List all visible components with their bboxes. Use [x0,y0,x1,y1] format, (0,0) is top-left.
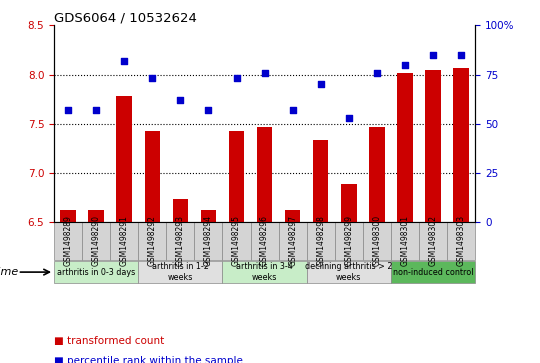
Text: GSM1498295: GSM1498295 [232,215,241,266]
Bar [82,222,110,260]
Bar [145,131,160,222]
Point [120,58,129,64]
Bar [257,127,272,222]
Bar [369,127,384,222]
Text: GSM1498299: GSM1498299 [345,215,353,266]
Point [260,70,269,76]
Text: GSM1498300: GSM1498300 [373,215,381,266]
Point [316,81,325,87]
Point [92,107,100,113]
Bar [166,222,194,260]
Bar [307,222,335,260]
Bar [447,222,475,260]
Point [204,107,213,113]
Bar [279,222,307,260]
Bar [173,199,188,222]
Bar [222,261,307,283]
Bar [54,222,82,260]
Bar [138,222,166,260]
Bar [89,210,104,222]
Bar [419,222,447,260]
Bar [194,222,222,260]
Text: ■ percentile rank within the sample: ■ percentile rank within the sample [54,356,243,363]
Text: arthritis in 3-4
weeks: arthritis in 3-4 weeks [236,262,293,282]
Point [401,62,409,68]
Bar [397,73,413,222]
Text: GSM1498294: GSM1498294 [204,215,213,266]
Bar [222,222,251,260]
Bar [341,184,356,222]
Text: GSM1498298: GSM1498298 [316,215,325,266]
Point [345,115,353,121]
Point [429,52,437,58]
Bar [454,68,469,222]
Point [457,52,465,58]
Bar [313,140,328,222]
Bar [54,261,138,283]
Bar [426,70,441,222]
Bar [201,210,216,222]
Bar [251,222,279,260]
Point [288,107,297,113]
Bar [138,261,222,283]
Text: GSM1498292: GSM1498292 [148,215,157,266]
Text: arthritis in 1-2
weeks: arthritis in 1-2 weeks [152,262,209,282]
Bar [391,222,419,260]
Bar [391,261,475,283]
Point [373,70,381,76]
Point [176,97,185,103]
Text: GDS6064 / 10532624: GDS6064 / 10532624 [54,11,197,24]
Text: GSM1498293: GSM1498293 [176,215,185,266]
Bar [60,210,76,222]
Text: non-induced control: non-induced control [393,268,474,277]
Text: arthritis in 0-3 days: arthritis in 0-3 days [57,268,135,277]
Bar [335,222,363,260]
Text: time: time [0,267,19,277]
Text: GSM1498291: GSM1498291 [120,215,129,266]
Text: GSM1498296: GSM1498296 [260,215,269,266]
Text: ■ transformed count: ■ transformed count [54,336,164,346]
Text: GSM1498297: GSM1498297 [288,215,297,266]
Text: GSM1498301: GSM1498301 [401,215,409,266]
Bar [363,222,391,260]
Bar [307,261,391,283]
Bar [229,131,244,222]
Text: declining arthritis > 2
weeks: declining arthritis > 2 weeks [305,262,393,282]
Point [232,76,241,81]
Bar [285,210,300,222]
Text: GSM1498302: GSM1498302 [429,215,437,266]
Text: GSM1498290: GSM1498290 [92,215,100,266]
Text: GSM1498303: GSM1498303 [457,215,465,266]
Bar [117,96,132,222]
Bar [110,222,138,260]
Point [64,107,72,113]
Text: GSM1498289: GSM1498289 [64,215,72,266]
Point [148,76,157,81]
